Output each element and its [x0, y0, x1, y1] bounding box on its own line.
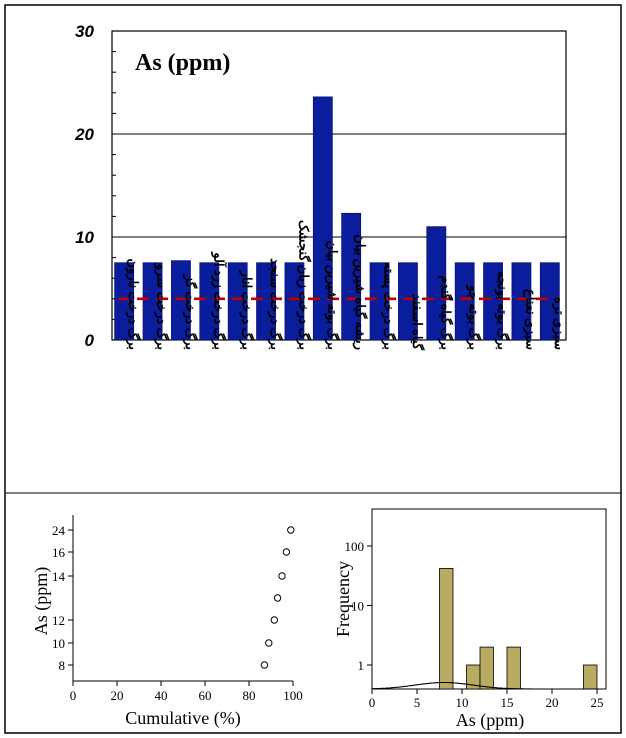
x-tick-label: 60 — [199, 688, 212, 703]
y-tick-label: 10 — [351, 599, 364, 614]
category-label: برگ درخت نارون — [125, 259, 142, 350]
category-label: برگ بوته شیرین بیان — [324, 240, 341, 350]
histogram-bar — [439, 568, 454, 690]
x-tick-label: 40 — [155, 688, 168, 703]
category-label: برگ درخت انار — [239, 270, 256, 350]
y-tick-label: 12 — [52, 613, 65, 628]
x-tick-label: 0 — [369, 695, 376, 710]
chart-title: As (ppm) — [135, 50, 230, 76]
x-tick-label: 80 — [243, 688, 256, 703]
data-point — [282, 548, 291, 556]
x-tick-label: 15 — [501, 695, 514, 710]
category-label: برگ درخت زبان گنجشک — [295, 220, 312, 350]
y-tick-label: 10 — [52, 636, 65, 651]
y-axis-label: As (ppm) — [31, 567, 52, 636]
bar — [369, 262, 390, 341]
x-tick-label: 0 — [70, 688, 77, 703]
bar — [454, 262, 475, 341]
arsenic-bar-chart: 0 10 20 30 As (ppm) برگ درخت نارون برگ درخت سر… — [74, 22, 567, 351]
category-label: ریشه گیاه شیرین بیان — [352, 234, 369, 350]
x-tick-label: 20 — [546, 695, 559, 710]
category-label: برگ درخت سنجد — [267, 258, 284, 350]
bar — [483, 262, 503, 341]
data-point — [278, 572, 286, 580]
histogram-bar — [506, 646, 521, 690]
histogram-bar — [479, 646, 494, 690]
data-point — [265, 639, 273, 647]
bar — [256, 262, 276, 341]
data-point — [273, 594, 282, 602]
y-tick-label: 0 — [85, 331, 95, 350]
y-tick-label: 8 — [59, 658, 66, 673]
y-tick-label: 16 — [52, 545, 66, 560]
category-label: برگ گیاه گندم — [437, 275, 454, 350]
x-axis-label: Cumulative (%) — [125, 708, 240, 729]
x-tick-label: 25 — [591, 695, 604, 710]
bar — [398, 262, 418, 341]
bar — [142, 262, 163, 341]
bar — [227, 262, 248, 341]
bar — [312, 96, 333, 341]
category-label: برگ بوته جو — [466, 284, 483, 350]
bar — [171, 260, 191, 341]
data-point — [287, 526, 295, 534]
x-tick-label: 100 — [283, 688, 303, 703]
category-label: برگ درخت گز — [182, 274, 199, 350]
y-tick-label: 100 — [345, 539, 365, 554]
x-tick-label: 20 — [111, 688, 124, 703]
bar — [284, 262, 305, 341]
x-tick-label: 5 — [414, 695, 421, 710]
bar — [539, 262, 560, 341]
y-tick-label: 24 — [52, 523, 66, 538]
y-tick-label: 30 — [75, 22, 94, 41]
category-label: برگ درخت پسته — [381, 262, 398, 350]
category-label: برگ بوته یونجه — [494, 271, 511, 350]
category-label: برگ درخت زرد آلو — [210, 251, 227, 350]
x-tick-label: 10 — [456, 695, 469, 710]
bar — [114, 262, 135, 341]
category-label: سبزی تره — [551, 297, 567, 350]
bar — [511, 262, 532, 341]
data-point — [260, 661, 269, 669]
bar — [341, 212, 362, 341]
cumulative-probability-plot: 8 10 12 14 16 24 0 20 40 60 80 100 Cumulative (%) As … — [31, 515, 303, 729]
arsenic-frequency-histogram: 1 10 100 0 5 10 15 20 25 As (ppm) Frequency — [333, 508, 607, 731]
bar — [426, 226, 447, 341]
y-tick-label: 14 — [52, 569, 66, 584]
y-tick-label: 1 — [358, 658, 365, 673]
category-label: گیاه اسفند — [410, 294, 426, 351]
bar — [199, 262, 220, 341]
data-point — [270, 616, 278, 624]
density-curve — [372, 681, 606, 690]
category-label: سبزی نعناع — [522, 289, 538, 350]
histogram-bar — [583, 664, 598, 690]
y-tick-label: 10 — [75, 228, 94, 247]
outer-border — [4, 4, 622, 734]
x-axis-label: As (ppm) — [456, 710, 525, 731]
y-axis-label: Frequency — [333, 561, 353, 637]
category-label: برگ درخت سرو — [154, 263, 171, 350]
y-tick-label: 20 — [74, 125, 94, 144]
